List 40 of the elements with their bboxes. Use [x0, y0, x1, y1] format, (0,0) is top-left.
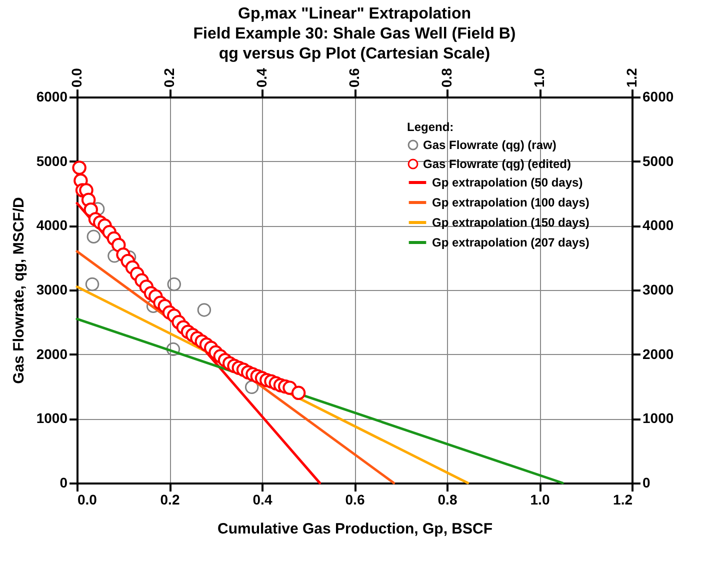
x-tick-label: 1.2 — [613, 492, 633, 508]
y-tick-label: 2000 — [36, 346, 68, 362]
x-tick-label: 0.4 — [252, 492, 272, 508]
y-tick-label: 0 — [60, 474, 68, 490]
legend-title: Legend: — [407, 120, 454, 134]
text: qg versus Gp Plot (Cartesian Scale) — [218, 46, 490, 63]
legend-label: Gas Flowrate (qg) (raw) — [423, 138, 556, 152]
x-tick-label: 0.2 — [160, 492, 180, 508]
y2-tick-label: 1000 — [642, 410, 674, 426]
legend-label: Gp extrapolation (100 days) — [432, 196, 590, 210]
x2-tick-label: 0.8 — [438, 68, 454, 88]
y-tick-label: 3000 — [36, 282, 68, 298]
x-tick-label: 1.0 — [530, 492, 550, 508]
x2-tick-label: 0.6 — [346, 68, 362, 88]
x2-tick-label: 1.2 — [624, 68, 640, 88]
y2-tick-label: 0 — [642, 474, 650, 490]
x-tick-label: 0.8 — [438, 492, 458, 508]
y-axis-title: Gas Flowrate, qg, MSCF/D — [10, 196, 28, 384]
y-tick-label: 1000 — [36, 410, 68, 426]
x2-tick-label: 0.0 — [68, 68, 84, 88]
legend-label: Gp extrapolation (50 days) — [432, 176, 583, 190]
y2-tick-label: 2000 — [642, 346, 674, 362]
legend-label: Gp extrapolation (150 days) — [432, 216, 590, 230]
legend-label: Gas Flowrate (qg) (edited) — [423, 157, 572, 171]
x2-tick-label: 0.4 — [254, 68, 270, 88]
x-axis-title: Cumulative Gas Production, Gp, BSCF — [217, 520, 493, 538]
text: Field Example 30: Shale Gas Well (Field B) — [193, 26, 516, 43]
y-tick-label: 4000 — [36, 217, 68, 234]
y2-tick-label: 4000 — [642, 217, 674, 234]
text: Gp,max "Linear" Extrapolation — [238, 6, 471, 23]
y2-tick-label: 6000 — [642, 88, 674, 104]
legend-label: Gp extrapolation (207 days) — [432, 236, 590, 250]
y2-tick-label: 3000 — [642, 282, 674, 298]
y2-tick-label: 5000 — [642, 152, 674, 169]
x2-tick-label: 0.2 — [161, 68, 177, 88]
y-tick-label: 5000 — [36, 152, 68, 169]
x-tick-label: 0.6 — [345, 492, 365, 508]
x2-tick-label: 1.0 — [531, 68, 547, 88]
x-tick-label: 0.0 — [78, 492, 98, 508]
y-tick-label: 6000 — [36, 88, 68, 104]
